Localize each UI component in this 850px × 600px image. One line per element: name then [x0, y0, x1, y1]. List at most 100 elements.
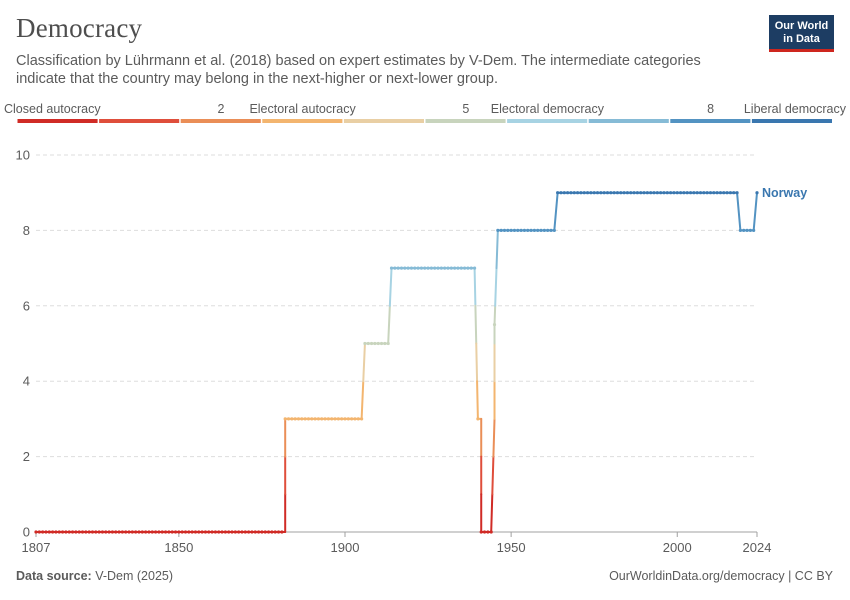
series-point	[134, 530, 138, 534]
series-point	[74, 530, 78, 534]
series-point	[708, 191, 713, 195]
series-point	[652, 191, 656, 195]
legend-swatch-8	[670, 119, 751, 123]
series-point	[519, 228, 523, 232]
series-point	[595, 191, 600, 195]
series-point	[562, 191, 566, 195]
x-tick-label-1900: 1900	[331, 540, 360, 555]
series-point	[522, 228, 527, 232]
series-norway[interactable]	[35, 191, 758, 533]
series-point	[190, 530, 194, 534]
series-point	[213, 530, 218, 534]
series-point	[446, 266, 450, 270]
series-point	[160, 530, 164, 534]
series-point	[496, 228, 500, 232]
series-point	[529, 228, 533, 232]
series-point	[509, 228, 513, 232]
y-tick-label-0: 0	[23, 525, 30, 540]
series-point	[343, 417, 347, 421]
series-point	[585, 191, 590, 195]
series-point	[439, 266, 443, 270]
series-segment	[360, 380, 365, 420]
series-point	[84, 530, 88, 534]
series-point	[672, 191, 676, 195]
series-point	[559, 191, 563, 195]
series-point	[266, 530, 271, 534]
color-scale-legend	[17, 119, 832, 123]
series-point	[725, 191, 729, 195]
series-point	[203, 530, 208, 534]
series-point	[124, 530, 128, 534]
x-tick-label-1850: 1850	[164, 540, 193, 555]
series-point	[476, 417, 480, 421]
series-point	[575, 191, 580, 195]
y-tick-label-4: 4	[23, 374, 30, 389]
series-point	[546, 228, 550, 232]
series-point	[682, 191, 686, 195]
source-value[interactable]: V-Dem (2025)	[95, 569, 174, 583]
series-point	[173, 530, 178, 534]
series-point	[569, 191, 573, 195]
owid-logo[interactable]: Our World in Data	[769, 15, 834, 52]
series-point	[107, 530, 111, 534]
series-point	[373, 341, 377, 346]
series-point	[41, 530, 45, 534]
series-point	[406, 266, 410, 270]
series-point	[486, 530, 490, 534]
series-point	[117, 530, 121, 534]
series-point	[37, 530, 41, 534]
legend-label-5: 8	[707, 102, 714, 116]
y-gridlines	[36, 154, 757, 458]
series-point	[260, 530, 264, 534]
series-point	[735, 191, 739, 195]
series-point	[333, 417, 337, 421]
series-point	[459, 266, 463, 270]
series-point	[386, 341, 390, 346]
logo-line-2: in Data	[783, 33, 820, 45]
series-point	[589, 191, 593, 195]
series-point	[625, 191, 630, 195]
series-point	[579, 191, 583, 195]
series-point	[227, 530, 231, 534]
series-point	[290, 417, 294, 421]
series-point	[755, 191, 759, 195]
series-point	[336, 417, 340, 421]
series-point	[150, 530, 154, 534]
series-point	[104, 530, 108, 534]
series-segment	[476, 380, 479, 420]
series-point	[622, 191, 626, 195]
series-point	[692, 191, 696, 195]
series-point	[482, 530, 487, 534]
series-point	[399, 266, 404, 270]
series-point	[698, 191, 703, 195]
series-point	[609, 191, 613, 195]
series-point	[177, 530, 181, 534]
series-point	[197, 530, 201, 534]
series-point	[313, 417, 317, 421]
series-point	[330, 417, 334, 421]
series-point	[247, 530, 251, 534]
series-point	[237, 530, 241, 534]
x-axis: 1807 1850 1900 1950 2000 2024	[22, 531, 771, 555]
series-point	[110, 530, 115, 534]
series-point	[376, 341, 380, 346]
series-point	[137, 530, 141, 534]
series-point	[67, 530, 71, 534]
series-point	[549, 228, 553, 232]
series-point	[506, 228, 510, 232]
series-point	[669, 191, 673, 195]
series-point	[360, 417, 364, 421]
series-point	[542, 228, 546, 232]
series-point	[210, 530, 214, 534]
series-point	[453, 266, 457, 270]
series-point	[665, 191, 669, 195]
data-source: Data source: V-Dem (2025)	[16, 569, 173, 583]
footer-link[interactable]: OurWorldinData.org/democracy | CC BY	[609, 569, 833, 583]
series-point	[536, 228, 540, 232]
series-point	[615, 191, 620, 195]
series-point	[230, 530, 234, 534]
series-point	[526, 228, 530, 232]
series-point	[436, 266, 440, 270]
series-point	[273, 530, 277, 534]
